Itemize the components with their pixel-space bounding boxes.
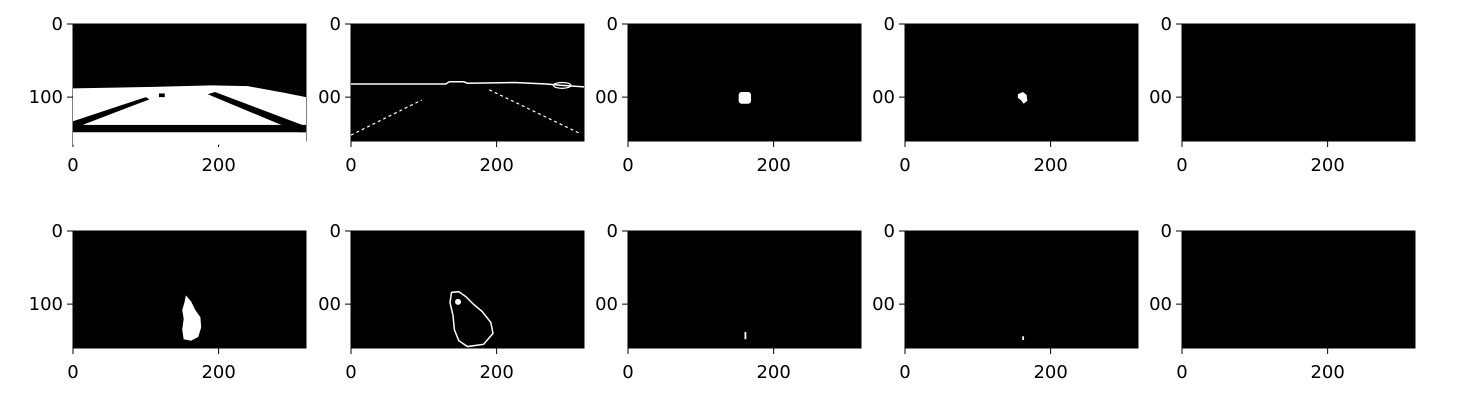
x-tick-label: 200 [1033, 362, 1067, 383]
y-tick-label: 0 [52, 14, 63, 35]
x-tick-label: 200 [479, 155, 513, 176]
x-tick-label: 200 [479, 362, 513, 383]
y-tick-label: 0 [330, 221, 341, 242]
y-tick-label: 100 [29, 294, 63, 315]
horizon-edge [351, 81, 585, 88]
x-tick-label: 200 [201, 155, 235, 176]
image-frame [627, 230, 862, 349]
image-frame [904, 23, 1139, 142]
mask-gap-band [73, 124, 306, 133]
image-frame [350, 230, 585, 349]
x-tick-label: 0 [899, 362, 910, 383]
edge-loop [552, 81, 572, 89]
y-tick-label: 00 [318, 294, 341, 315]
x-tick-label: 0 [899, 155, 910, 176]
y-tick-label: 0 [330, 14, 341, 35]
lane-dash [158, 93, 165, 98]
image-frame [1181, 230, 1416, 349]
y-tick-label: 0 [607, 221, 618, 242]
y-tick-label: 0 [1161, 221, 1172, 242]
y-tick-label: 00 [595, 87, 618, 108]
y-tick-label: 00 [1149, 294, 1172, 315]
x-tick-label: 200 [1033, 155, 1067, 176]
x-tick-label: 200 [1310, 362, 1344, 383]
y-tick-label: 00 [318, 87, 341, 108]
y-tick-label: 100 [29, 87, 63, 108]
image-panel-r1-c0: 0 200 0 100 [29, 221, 307, 383]
x-tick-label: 0 [1176, 362, 1187, 383]
y-tick-label: 0 [884, 14, 895, 35]
x-tick-label: 0 [67, 362, 78, 383]
blob-detail [455, 298, 462, 305]
x-tick-label: 0 [622, 362, 633, 383]
y-tick-label: 0 [1161, 14, 1172, 35]
left-lane-edge [350, 99, 422, 136]
y-tick-label: 00 [872, 294, 895, 315]
blob [182, 295, 202, 341]
x-tick-label: 0 [345, 362, 356, 383]
blob [1017, 92, 1028, 104]
image-frame [627, 23, 862, 142]
blob [738, 92, 752, 104]
image-panel-r0-c0: 0 200 0 100 [29, 14, 307, 176]
y-tick-label: 00 [872, 87, 895, 108]
x-tick-label: 200 [756, 155, 790, 176]
image-frame [1181, 23, 1416, 142]
left-lane-stripe [73, 97, 150, 127]
x-tick-label: 200 [756, 362, 790, 383]
y-tick-label: 00 [595, 294, 618, 315]
x-tick-label: 0 [345, 155, 356, 176]
dot-blob [1022, 336, 1025, 340]
right-lane-edge [489, 89, 581, 135]
x-tick-label: 0 [1176, 155, 1187, 176]
image-frame [904, 230, 1139, 349]
x-tick-label: 0 [622, 155, 633, 176]
y-tick-label: 0 [52, 221, 63, 242]
x-tick-label: 0 [67, 155, 78, 176]
tick-blob [744, 331, 747, 340]
x-tick-label: 200 [201, 362, 235, 383]
x-tick-label: 200 [1310, 155, 1344, 176]
y-tick-label: 0 [884, 221, 895, 242]
y-tick-label: 00 [1149, 87, 1172, 108]
blob-outline [449, 290, 494, 348]
y-tick-label: 0 [607, 14, 618, 35]
right-lane-stripe [207, 92, 306, 133]
